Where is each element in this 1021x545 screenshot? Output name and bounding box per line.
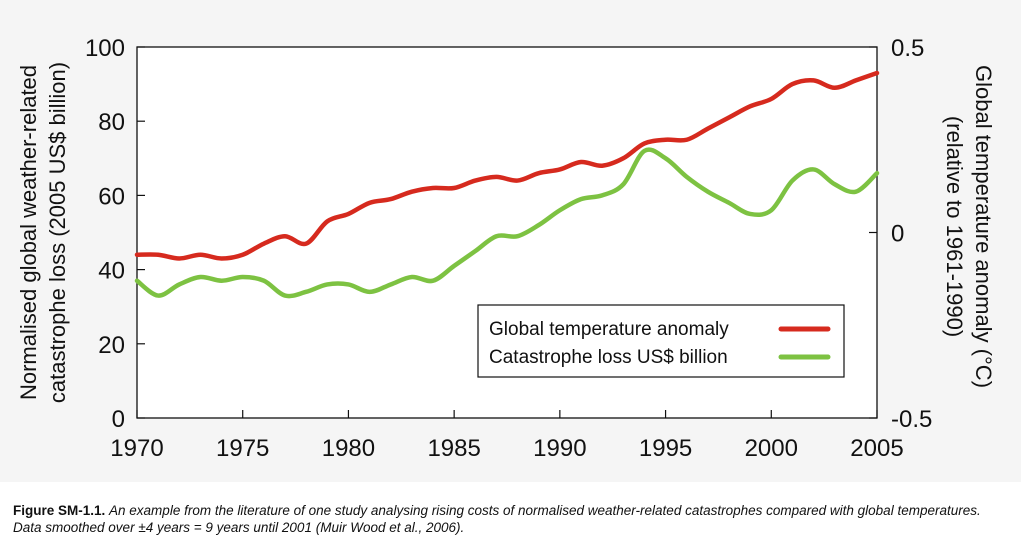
left-y-tick-label: 20 — [98, 332, 125, 359]
caption-label: Figure SM-1.1. — [13, 503, 106, 518]
left-axis-title-line2: catastrophe loss (2005 US$ billion) — [45, 62, 70, 403]
x-tick-label: 1990 — [533, 435, 586, 462]
temperature-anomaly-line — [134, 70, 880, 261]
chart-svg: 1970 1975 1980 1985 1990 1995 2000 200510080604… — [16, 35, 996, 462]
x-tick-label: 1970 — [110, 435, 163, 462]
legend-label: Global temperature anomaly — [489, 319, 729, 340]
x-tick-label: 1980 — [322, 435, 375, 462]
x-tick-label: 2000 — [745, 435, 798, 462]
figure-caption: Figure SM-1.1. An example from the liter… — [13, 502, 1003, 536]
x-tick-label: 1975 — [216, 435, 269, 462]
legend-box — [477, 304, 845, 378]
left-axis-title-line1: Normalised global weather-related — [16, 65, 41, 400]
catastrophe-loss-line — [134, 147, 880, 299]
right-axis-title-line1: Global temperature anomaly (°C) — [971, 65, 996, 388]
x-tick-label: 2005 — [850, 435, 903, 462]
left-y-tick-label: 40 — [98, 258, 125, 285]
left-y-tick-label: 60 — [98, 183, 125, 210]
right-axis-title-line2: (relative to 1961-1990) — [942, 116, 967, 337]
right-y-tick-label: -0.5 — [891, 406, 932, 433]
caption-text: An example from the literature of one st… — [13, 503, 981, 535]
chart-area: 1970 1975 1980 1985 1990 1995 2000 2005 100 80 60 4… — [16, 35, 996, 462]
left-y-tick-label: 80 — [98, 109, 125, 136]
right-y-tick-label: 0.5 — [891, 35, 924, 62]
left-y-tick-label: 0 — [112, 406, 125, 433]
x-tick-label: 1995 — [639, 435, 692, 462]
x-tick-label: 1985 — [427, 435, 480, 462]
left-y-tick-label: 100 — [85, 35, 125, 62]
right-y-tick-label: 0 — [891, 221, 904, 248]
legend-label: Catastrophe loss US$ billion — [489, 347, 728, 368]
